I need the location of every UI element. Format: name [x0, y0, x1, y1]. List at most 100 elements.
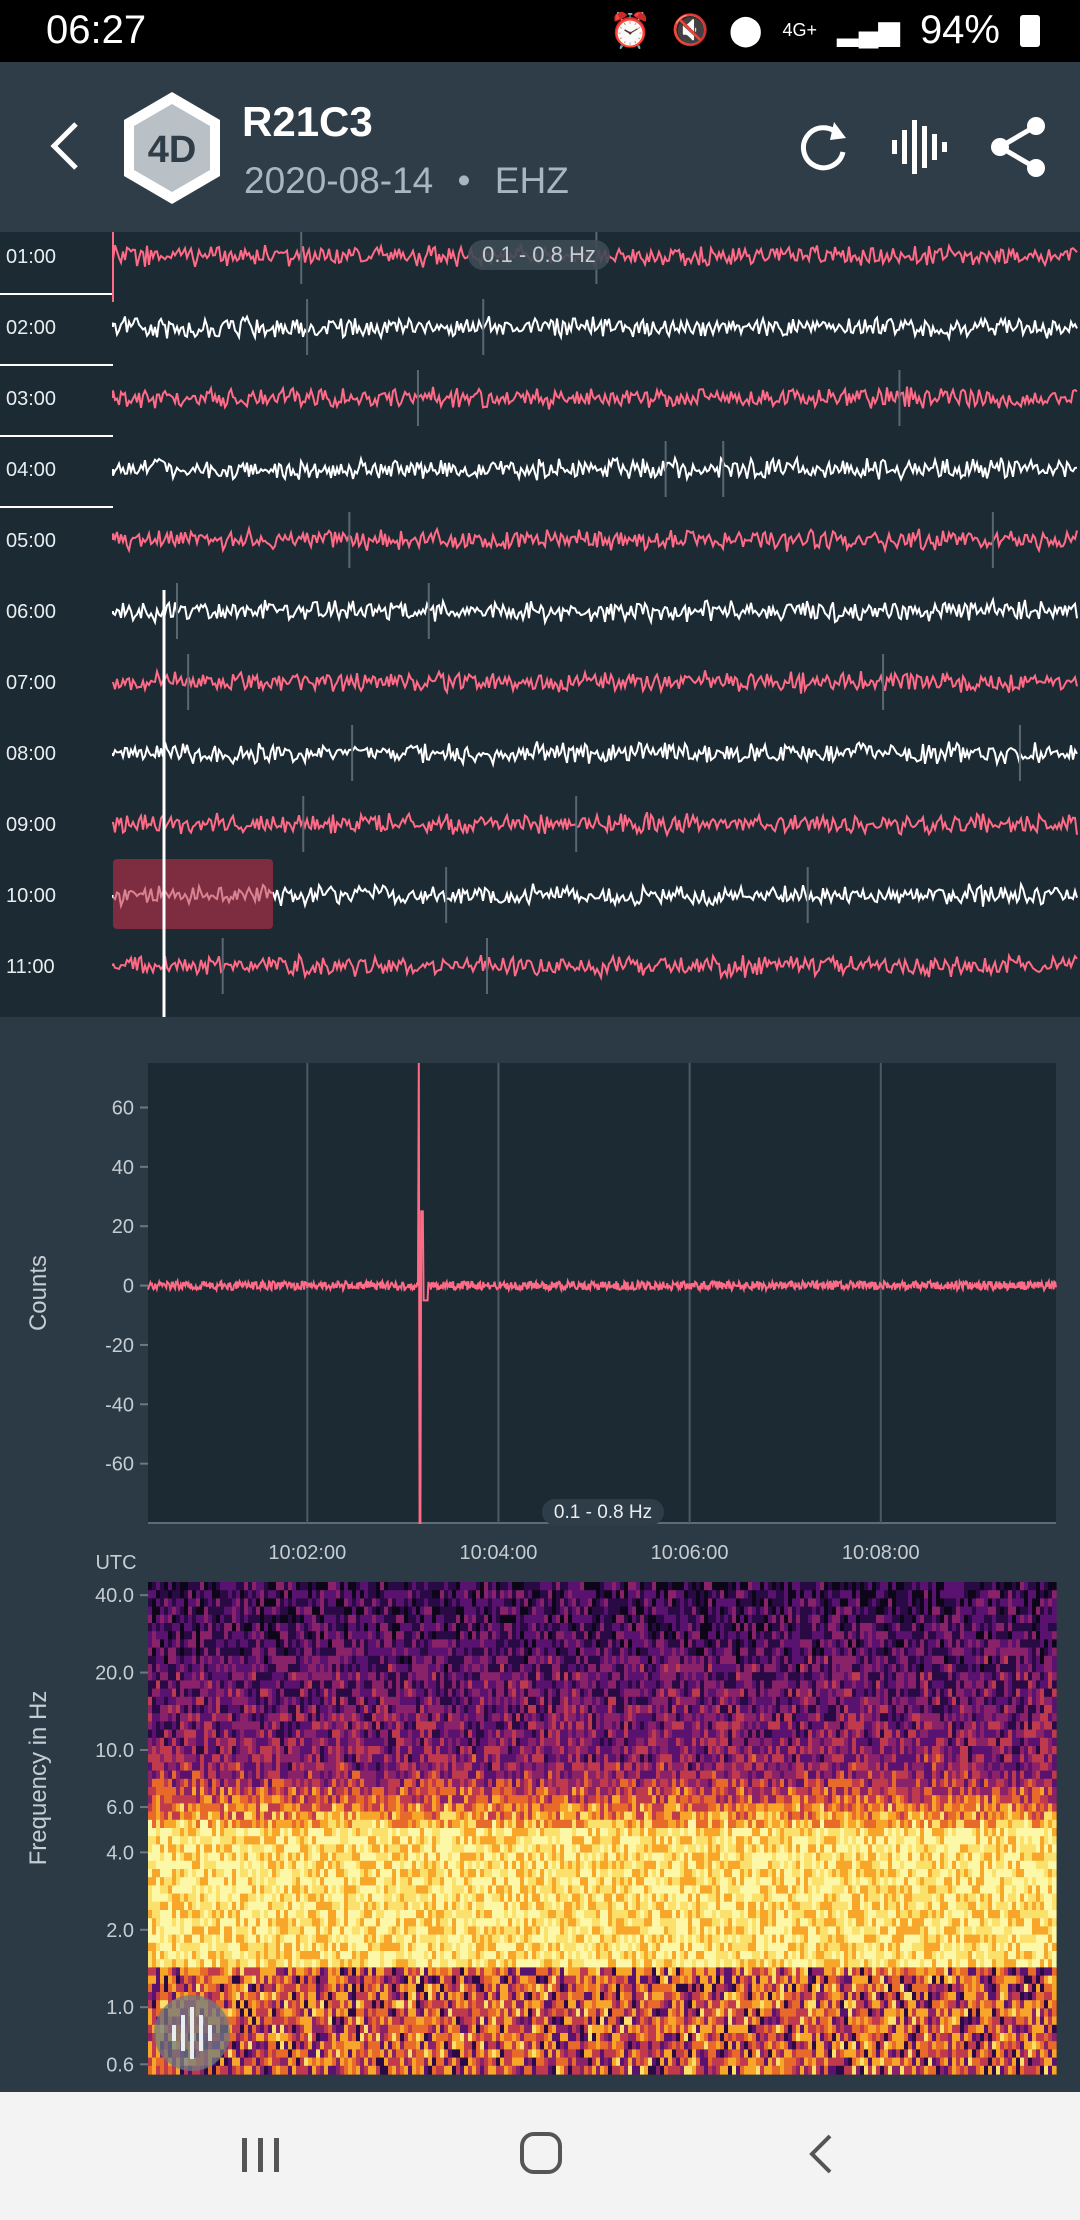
spectrogram-cell [444, 1746, 449, 1755]
spectrogram-cell [848, 1615, 853, 1624]
spectrogram-cell [672, 1730, 677, 1739]
spectrogram-cell [780, 1713, 785, 1722]
spectrogram-cell [200, 1730, 205, 1739]
spectrogram-cell [408, 1721, 413, 1730]
spectrogram-cell [1048, 1598, 1053, 1607]
spectrogram-cell [940, 1631, 945, 1640]
spectrogram-cell [268, 1705, 273, 1714]
spectrogram-cell [776, 1631, 781, 1640]
selection-highlight[interactable] [113, 859, 273, 929]
spectrogram-cell [676, 1664, 681, 1673]
spectrogram-cell [848, 1607, 853, 1616]
spectrogram-cell [192, 1598, 197, 1607]
waveform-plot-area[interactable] [148, 1063, 1056, 1523]
spectrogram-cell [756, 1738, 761, 1747]
spectrogram-cell [260, 1705, 265, 1714]
spectrogram-cell [384, 1631, 389, 1640]
spectrogram-cell [836, 1639, 841, 1648]
spectrogram-cell [164, 1582, 169, 1591]
helicorder-plot[interactable]: 0.1 - 0.8 Hz [0, 232, 1080, 1017]
spectrogram-cell [1052, 1623, 1057, 1632]
waveform-icon[interactable] [886, 112, 956, 182]
spectrogram-cell [148, 1730, 153, 1739]
spectrogram-cell [440, 1672, 445, 1681]
spectrogram-cell [252, 1631, 257, 1640]
spectrogram-cell [944, 1705, 949, 1714]
spectrogram-cell [260, 1623, 265, 1632]
spectrogram-cell [792, 1713, 797, 1722]
spectrogram-cell [536, 1598, 541, 1607]
spectrogram-cell [764, 1689, 769, 1698]
spectrogram-cell [824, 1664, 829, 1673]
spectrogram-cell [584, 1631, 589, 1640]
spectrogram-cell [760, 1730, 765, 1739]
spectrogram-cell [652, 1672, 657, 1681]
spectrogram-cell [200, 1713, 205, 1722]
spectrogram-cell [448, 1615, 453, 1624]
spectrogram-cell [812, 1648, 817, 1657]
spectrogram-cell [508, 1754, 513, 1763]
spectrogram-cell [316, 1713, 321, 1722]
spectrogram-cell [536, 1590, 541, 1599]
spectrogram-cell [1048, 1738, 1053, 1747]
back-arrow-icon[interactable] [36, 114, 100, 178]
spectrogram-cell [260, 1721, 265, 1730]
spectrogram-cell [344, 1664, 349, 1673]
spectrogram-cell [152, 1607, 157, 1616]
spectrogram-cell [904, 1738, 909, 1747]
spectrogram-cell [228, 1656, 233, 1665]
spectrogram-cell [836, 1631, 841, 1640]
spectrogram-cell [868, 1746, 873, 1755]
spectrogram-cell [200, 1598, 205, 1607]
spectrogram-cell [516, 1631, 521, 1640]
spectrogram-cell [336, 1648, 341, 1657]
spectrogram-cell [856, 1746, 861, 1755]
refresh-icon[interactable] [788, 112, 858, 182]
spectrogram-cell [252, 1680, 257, 1689]
spectrogram-cell [332, 1582, 337, 1591]
spectrogram-cell [568, 1623, 573, 1632]
spectrogram-cell [580, 1607, 585, 1616]
spectrogram-cell [560, 1664, 565, 1673]
spectrogram-cell [428, 1639, 433, 1648]
spectrogram-cell [364, 1713, 369, 1722]
spectrogram-cell [460, 1615, 465, 1624]
spectrogram-cell [1016, 1639, 1021, 1648]
spectrogram-cell [608, 1754, 613, 1763]
spectrogram-cell [464, 1590, 469, 1599]
spectrogram-cell [844, 1672, 849, 1681]
spectrogram-cell [940, 1730, 945, 1739]
spectrogram-cell [428, 1746, 433, 1755]
spectrogram-cell [464, 1582, 469, 1591]
spectrogram-cell [236, 1648, 241, 1657]
spectrogram-cell [372, 1746, 377, 1755]
spectrogram-cell [332, 1656, 337, 1665]
spectrogram-cell [180, 1623, 185, 1632]
share-icon[interactable] [984, 112, 1054, 182]
spectrogram-cell [508, 1713, 513, 1722]
spectrogram-cell [468, 1615, 473, 1624]
spectrogram-cell [628, 1639, 633, 1648]
spectrogram-cell [332, 1689, 337, 1698]
spectrogram-plot[interactable] [148, 1582, 1057, 2075]
spectrogram-cell [796, 1672, 801, 1681]
spectrogram-cell [1036, 1697, 1041, 1706]
spectrogram-cell [500, 1738, 505, 1747]
spectrogram-cell [988, 1721, 993, 1730]
spectrogram-cell [240, 1721, 245, 1730]
spectrogram-cell [484, 1656, 489, 1665]
spectrogram-cell [640, 1689, 645, 1698]
spectrogram-cell [744, 1607, 749, 1616]
spectrogram-cell [392, 1721, 397, 1730]
spectrogram-cell [552, 1648, 557, 1657]
spectrogram-cell [480, 1672, 485, 1681]
spectrogram-cell [972, 1582, 977, 1591]
spectrogram-cell [944, 1607, 949, 1616]
spectrogram-cell [588, 1656, 593, 1665]
helicorder-panel[interactable]: 01:00 02:00 03:00 04:00 05:00 06:00 07:00 08:00… [0, 232, 1080, 1017]
spectrogram-cell [788, 1664, 793, 1673]
spectrogram-cell [656, 1607, 661, 1616]
spectrogram-cell [744, 1721, 749, 1730]
spectrogram-cell [856, 1721, 861, 1730]
